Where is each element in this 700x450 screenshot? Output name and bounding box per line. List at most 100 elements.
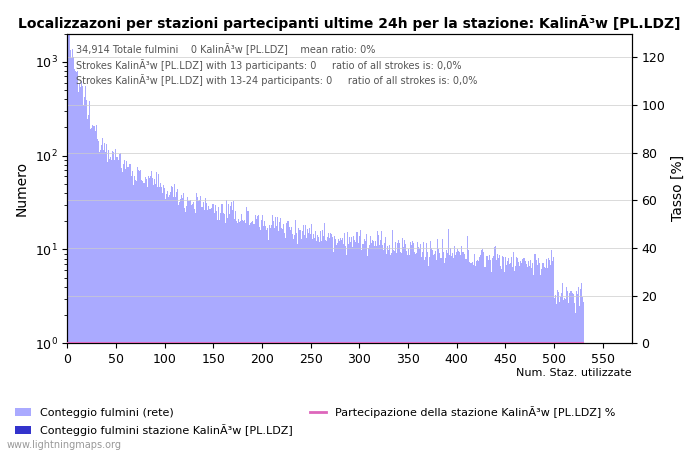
Bar [68, 19, 69, 450]
Bar [392, 230, 393, 450]
Bar [304, 235, 305, 450]
Bar [175, 198, 176, 450]
Bar [467, 236, 468, 450]
Bar [484, 267, 485, 450]
Partecipazione della stazione KalinÃ³w [PL.LDZ] % [579, 341, 587, 346]
Bar [136, 181, 137, 450]
Bar [344, 233, 345, 450]
Bar [238, 219, 239, 450]
Bar [369, 245, 370, 450]
Bar [360, 250, 362, 450]
Bar [391, 253, 392, 450]
Bar [115, 154, 116, 450]
Bar [218, 220, 220, 450]
Text: Num. Staz. utilizzate: Num. Staz. utilizzate [516, 368, 632, 378]
Bar [528, 261, 529, 450]
Bar [501, 269, 502, 450]
Bar [496, 261, 497, 450]
Bar [97, 139, 98, 450]
Bar [211, 208, 212, 450]
Bar [262, 215, 263, 450]
Bar [116, 158, 118, 450]
Bar [358, 243, 359, 450]
Bar [101, 145, 102, 450]
Bar [428, 266, 429, 450]
Bar [568, 303, 569, 450]
Bar [161, 187, 162, 450]
Bar [89, 101, 90, 450]
Bar [512, 252, 514, 450]
Bar [124, 160, 125, 450]
Bar [293, 235, 295, 450]
Bar [386, 254, 387, 450]
Bar [127, 167, 128, 450]
Bar [102, 138, 103, 450]
Bar [419, 249, 420, 450]
Bar [353, 236, 354, 450]
Bar [216, 211, 217, 450]
Bar [279, 222, 280, 450]
Bar [207, 211, 208, 450]
Bar [507, 261, 508, 450]
Bar [188, 202, 190, 450]
Bar [492, 258, 493, 450]
Bar [202, 207, 203, 450]
Bar [367, 256, 368, 450]
Bar [534, 254, 535, 450]
Bar [305, 225, 307, 450]
Bar [141, 180, 142, 450]
Bar [433, 255, 434, 450]
Bar [559, 302, 560, 450]
Bar [146, 187, 148, 450]
Bar [182, 198, 183, 450]
Bar [549, 260, 550, 450]
Bar [281, 228, 282, 450]
Bar [71, 49, 73, 450]
Bar [365, 234, 367, 450]
Bar [91, 128, 92, 450]
Bar [438, 248, 439, 450]
Bar [150, 171, 151, 450]
Bar [462, 252, 463, 450]
Bar [144, 183, 145, 450]
Bar [138, 170, 139, 450]
Bar [439, 253, 440, 450]
Bar [498, 258, 499, 450]
Bar [363, 243, 364, 450]
Bar [104, 143, 105, 450]
Bar [388, 250, 389, 450]
Bar [562, 284, 564, 450]
Bar [368, 248, 369, 450]
Bar [286, 224, 287, 450]
Bar [198, 201, 200, 450]
Bar [374, 246, 375, 450]
Bar [474, 254, 475, 450]
Bar [506, 266, 507, 450]
Bar [572, 293, 573, 450]
Bar [265, 226, 267, 450]
Bar [222, 203, 223, 450]
Bar [94, 126, 95, 450]
Bar [416, 253, 417, 450]
Bar [340, 238, 342, 450]
Bar [434, 254, 435, 450]
Bar [348, 244, 349, 450]
Bar [205, 198, 206, 450]
Bar [85, 86, 86, 450]
Bar [495, 246, 496, 450]
Bar [236, 220, 237, 450]
Bar [235, 211, 236, 450]
Bar [125, 169, 126, 450]
Bar [536, 260, 537, 450]
Bar [197, 197, 198, 450]
Bar [453, 258, 454, 450]
Bar [312, 239, 313, 450]
Bar [555, 295, 556, 450]
Bar [308, 233, 309, 450]
Bar [332, 252, 333, 450]
Bar [169, 194, 170, 450]
Bar [148, 179, 150, 450]
Bar [228, 204, 230, 450]
Bar [280, 218, 281, 450]
Bar [225, 224, 226, 450]
